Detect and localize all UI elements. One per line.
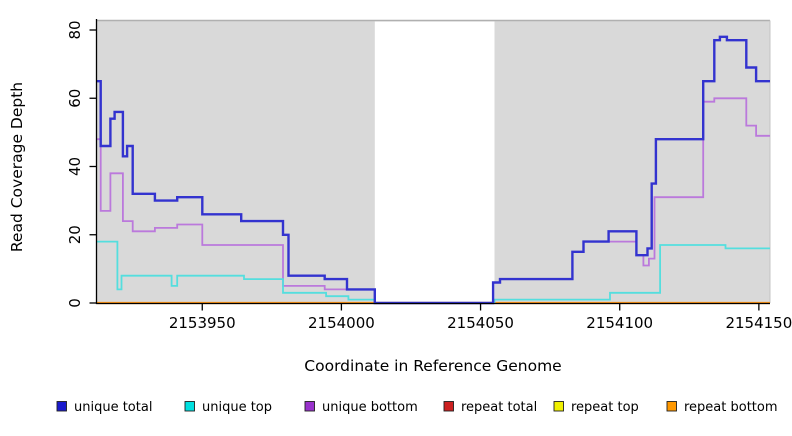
- legend-swatch-repeat-bottom: [666, 401, 677, 412]
- x-tick-label: 2154100: [586, 314, 653, 332]
- legend-item-unique-bottom: unique bottom: [304, 400, 418, 415]
- legend-item-unique-total: unique total: [56, 400, 152, 415]
- legend-swatch-unique-top: [184, 401, 195, 412]
- legend-item-repeat-total: repeat total: [443, 400, 537, 415]
- x-tick-label: 2154150: [725, 314, 792, 332]
- y-tick-label: 60: [66, 89, 84, 108]
- legend-swatch-unique-bottom: [304, 401, 315, 412]
- legend-swatch-unique-total: [56, 401, 67, 412]
- y-tick-label: 20: [66, 225, 84, 244]
- legend-item-repeat-top: repeat top: [553, 400, 639, 415]
- y-axis-title: Read Coverage Depth: [8, 82, 26, 252]
- x-tick-label: 2153950: [169, 314, 236, 332]
- legend-label-unique-bottom: unique bottom: [322, 400, 418, 415]
- y-tick-label: 0: [66, 298, 84, 308]
- axes-layer: 0 20 40 60 80 2153950 2154000 2154050 2154100 215…: [66, 19, 792, 332]
- x-axis-title: Coordinate in Reference Genome: [304, 357, 561, 375]
- legend-label-repeat-top: repeat top: [571, 400, 639, 415]
- y-tick-label: 40: [66, 157, 84, 176]
- legend-label-unique-top: unique top: [202, 400, 272, 415]
- x-tick-label: 2154000: [308, 314, 375, 332]
- legend-label-repeat-bottom: repeat bottom: [684, 400, 778, 415]
- legend-item-unique-top: unique top: [184, 400, 272, 415]
- series-line-unique-top: [96, 240, 770, 304]
- x-tick-label: 2154050: [447, 314, 514, 332]
- legend-swatch-repeat-top: [553, 401, 564, 412]
- legend-label-unique-total: unique total: [74, 400, 152, 415]
- legend-swatch-repeat-total: [443, 401, 454, 412]
- plot-background-layer: [96, 19, 771, 303]
- legend-label-repeat-total: repeat total: [461, 400, 537, 415]
- legend-item-repeat-bottom: repeat bottom: [666, 400, 778, 415]
- no-data-region: [374, 21, 495, 303]
- legend: unique total unique top unique bottom repea…: [56, 400, 778, 415]
- y-tick-label: 80: [66, 20, 84, 39]
